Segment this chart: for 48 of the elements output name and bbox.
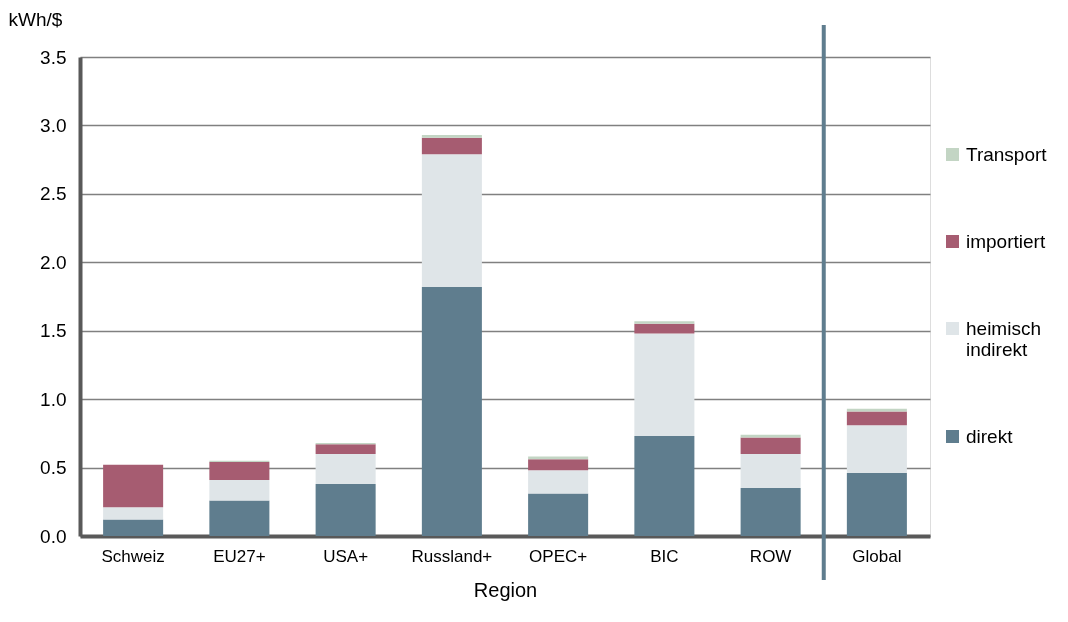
y-tick-label: 2.0 xyxy=(40,251,67,273)
bar xyxy=(209,479,270,501)
bar xyxy=(846,473,907,536)
bar xyxy=(528,470,589,494)
bar xyxy=(634,321,695,324)
x-tick-label: ROW xyxy=(749,546,792,566)
x-axis-title: Region xyxy=(473,578,538,601)
bar xyxy=(315,453,376,484)
bar xyxy=(846,411,907,426)
bar xyxy=(740,488,801,536)
bar xyxy=(740,437,801,454)
y-tick-label: 3.0 xyxy=(40,114,67,136)
y-tick-label: 0.5 xyxy=(40,457,67,479)
x-tick-label: Global xyxy=(852,546,902,566)
bar xyxy=(846,425,907,474)
bar xyxy=(634,323,695,334)
legend-label: direkt xyxy=(966,425,1014,447)
x-tick-label: BIC xyxy=(650,546,679,566)
x-tick-label: EU27+ xyxy=(213,546,266,566)
bar xyxy=(421,135,482,138)
x-tick-label: OPEC+ xyxy=(529,546,588,566)
bar xyxy=(421,137,482,155)
bar xyxy=(421,286,482,536)
y-axis-title: kWh/$ xyxy=(8,8,63,30)
bar xyxy=(103,464,164,508)
y-tick-label: 1.5 xyxy=(40,320,67,342)
x-tick-label: Schweiz xyxy=(101,546,165,566)
legend-label: importiert xyxy=(966,230,1046,252)
bar xyxy=(528,459,589,471)
bar xyxy=(315,444,376,454)
bar xyxy=(421,154,482,287)
bar xyxy=(209,462,270,480)
y-tick-label: 1.0 xyxy=(40,388,67,410)
bar xyxy=(103,507,164,520)
x-tick-label: Russland+ xyxy=(411,546,493,566)
legend-label: Transport xyxy=(966,143,1048,165)
bar xyxy=(315,483,376,536)
bar xyxy=(103,519,164,536)
y-tick-label: 2.5 xyxy=(40,183,67,205)
bar xyxy=(528,493,589,536)
bar xyxy=(740,453,801,489)
legend-label: heimisch indirekt xyxy=(966,317,1041,360)
bar xyxy=(634,333,695,437)
bar xyxy=(209,500,270,536)
y-tick-label: 0.0 xyxy=(40,525,67,547)
bar xyxy=(634,436,695,536)
x-tick-label: USA+ xyxy=(323,546,369,566)
y-tick-label: 3.5 xyxy=(40,46,67,68)
